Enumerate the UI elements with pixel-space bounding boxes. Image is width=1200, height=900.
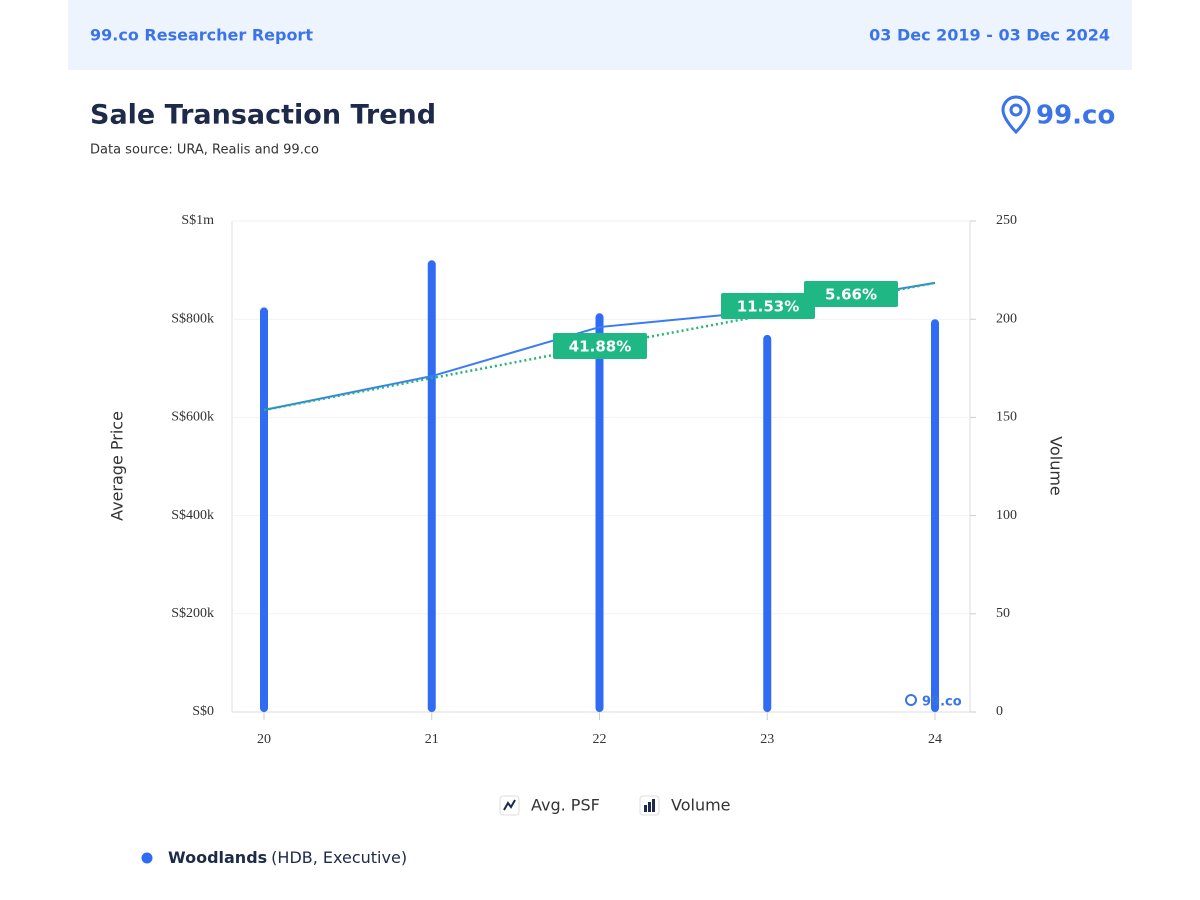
y-tick-label: S$1m: [181, 213, 214, 228]
legend-icon: [652, 799, 655, 812]
footer: Woodlands (HDB, Executive): [168, 848, 407, 867]
y2-tick-label: 50: [996, 606, 1010, 621]
brand: 99.co Researcher Report: [90, 26, 313, 45]
legend-icon: [644, 805, 647, 812]
footer-dot: [141, 852, 153, 864]
x-tick-label: 20: [257, 732, 271, 747]
y-tick-label: S$0: [192, 704, 214, 719]
footer-area: Woodlands: [168, 848, 267, 867]
legend-label: Volume: [671, 796, 731, 815]
legend-icon: [503, 799, 516, 811]
chart-subtitle: Data source: URA, Realis and 99.co: [90, 143, 319, 158]
legend-label: Avg. PSF: [531, 796, 600, 815]
annotation-box: [721, 293, 815, 319]
y-tick-label: S$400k: [171, 508, 214, 523]
annotation: 11.53%: [737, 298, 799, 316]
logo-pin: [1001, 95, 1031, 135]
footer-detail: (HDB, Executive): [271, 848, 407, 867]
annotation: 41.88%: [569, 338, 631, 356]
x-tick-label: 24: [928, 732, 942, 747]
bar: [763, 334, 772, 712]
bar: [427, 260, 436, 712]
y2-tick-label: 200: [996, 311, 1017, 326]
y-tick-label: S$800k: [171, 311, 214, 326]
y2-tick-label: 250: [996, 213, 1017, 228]
y-axis-label: Average Price: [108, 411, 127, 521]
logo-pin-dot: [1009, 103, 1023, 117]
legend-item[interactable]: Volume: [639, 795, 731, 816]
watermark-pin: [905, 694, 917, 706]
y2-axis-label: Volume: [1047, 436, 1066, 496]
bar: [931, 319, 939, 712]
bar: [260, 307, 268, 712]
legend-icon: [648, 802, 651, 812]
legend-item[interactable]: Avg. PSF: [499, 795, 600, 816]
y2-tick-label: 100: [996, 508, 1017, 523]
y-tick-label: S$600k: [171, 410, 214, 425]
x-tick-label: 21: [425, 732, 439, 747]
chart-title: Sale Transaction Trend: [90, 100, 436, 131]
bar: [595, 313, 604, 712]
y2-tick-label: 0: [996, 704, 1003, 719]
y-tick-label: S$200k: [171, 606, 214, 621]
header-band: [68, 0, 1132, 70]
annotation-box: [553, 333, 647, 359]
y2-tick-label: 150: [996, 410, 1017, 425]
annotation: 5.66%: [825, 286, 877, 304]
x-tick-label: 22: [593, 732, 607, 747]
logo-text: 99.co: [1036, 101, 1115, 131]
logo: 99.co: [1001, 95, 1115, 135]
date-range: 03 Dec 2019 - 03 Dec 2024: [869, 26, 1110, 45]
watermark: 99.co: [922, 695, 962, 710]
annotation-box: [804, 281, 898, 307]
x-tick-label: 23: [760, 732, 774, 747]
